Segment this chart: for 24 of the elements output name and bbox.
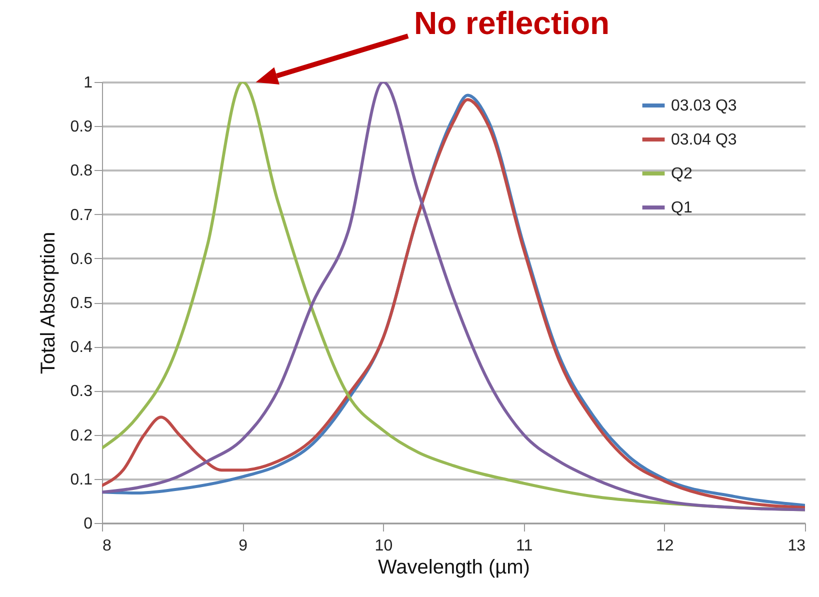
x-tick-label: 12 bbox=[656, 538, 674, 554]
y-tick-label: 0.7 bbox=[70, 206, 93, 224]
y-tick-label: 0 bbox=[84, 516, 93, 532]
legend-label: Q2 bbox=[671, 166, 692, 182]
y-axis-title: Total Absorption bbox=[37, 232, 60, 374]
y-tick-label: 1 bbox=[84, 74, 93, 92]
legend-label: Q1 bbox=[671, 200, 692, 216]
legend-label: 03.03 Q3 bbox=[671, 98, 737, 114]
y-tick-label: 0.4 bbox=[70, 339, 93, 356]
y-tick-label: 0.3 bbox=[70, 383, 93, 400]
y-tick-label: 0.9 bbox=[70, 118, 93, 136]
y-tick-label: 0.6 bbox=[70, 250, 93, 268]
y-tick-label: 0.1 bbox=[70, 471, 93, 488]
x-tick-label: 11 bbox=[516, 538, 533, 554]
text: No reflection bbox=[414, 5, 610, 41]
x-tick-label: 10 bbox=[374, 538, 393, 554]
y-tick-label: 0.2 bbox=[70, 427, 93, 444]
x-axis-title: Wavelength (µm) bbox=[378, 556, 530, 578]
x-tick-label: 8 bbox=[102, 538, 112, 554]
x-tick-label: 9 bbox=[238, 538, 248, 554]
legend-label: 03.04 Q3 bbox=[671, 132, 737, 148]
x-tick-label: 13 bbox=[788, 538, 806, 554]
y-tick-label: 0.8 bbox=[70, 162, 93, 180]
y-tick-label: 0.5 bbox=[70, 295, 93, 312]
